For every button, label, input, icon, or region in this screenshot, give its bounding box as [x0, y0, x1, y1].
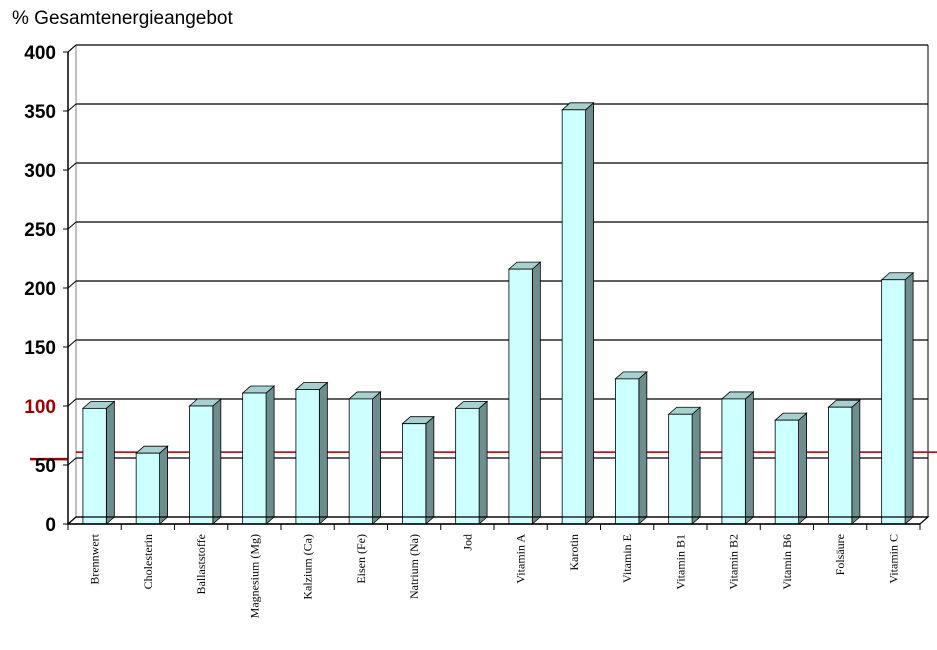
- bar: [241, 385, 276, 525]
- bar-front: [348, 398, 373, 525]
- axes-layer: [63, 44, 930, 530]
- bar-side: [425, 415, 435, 525]
- y-tick-label: 150: [24, 338, 56, 359]
- bar-side: [265, 385, 275, 525]
- bar: [880, 271, 915, 525]
- bar: [188, 398, 222, 525]
- bar-side: [478, 400, 488, 525]
- bar: [614, 370, 648, 525]
- bar: [81, 400, 116, 525]
- bar-side: [798, 412, 807, 525]
- gridline-depth: [67, 162, 77, 171]
- gridline-depth: [67, 398, 77, 407]
- bar-side: [159, 445, 168, 525]
- y-tick-label: 200: [24, 279, 56, 300]
- bar: [720, 391, 755, 525]
- bar-side: [585, 101, 594, 525]
- bar-side: [105, 400, 115, 525]
- x-tick-label: Eisen (Fe): [354, 534, 368, 584]
- bar-front: [721, 398, 746, 525]
- bar-front: [668, 413, 693, 525]
- bar-front: [295, 389, 320, 525]
- x-tick-label: Vitamin B1: [673, 534, 687, 590]
- x-tick-label: Folsäure: [833, 534, 847, 575]
- x-tick-label: Karotin: [567, 534, 581, 571]
- bar-front: [828, 406, 853, 525]
- bar: [827, 399, 861, 525]
- gridline-depth: [67, 221, 77, 230]
- x-tick-label: Jod: [460, 534, 474, 551]
- bar-side: [318, 381, 328, 525]
- x-tick-label: Natrium (Na): [407, 534, 421, 599]
- x-tick-label: Vitamin B6: [780, 534, 794, 590]
- bar-front: [615, 378, 640, 525]
- bar: [774, 412, 808, 525]
- bar-side: [638, 370, 648, 525]
- bar: [561, 101, 595, 525]
- gridline-depth: [67, 103, 77, 112]
- x-tick-label: Kalzium (Ca): [301, 534, 315, 600]
- bar-front: [881, 279, 906, 525]
- bar: [401, 415, 435, 525]
- y-tick-label: 350: [24, 102, 56, 123]
- chart-title: % Gesamtenergieangebot: [12, 8, 233, 29]
- x-tick-label: Ballaststoffe: [194, 534, 208, 594]
- x-tick-labels: Brennwert Cholesterin Ballaststoffe Magnesi…: [88, 533, 901, 618]
- bar-front: [135, 452, 160, 525]
- x-tick-label: Vitamin E: [620, 534, 634, 583]
- gridline-depth: [67, 457, 77, 466]
- y-tick-label: 400: [24, 43, 56, 64]
- bars-layer: [81, 101, 915, 525]
- bar: [667, 406, 702, 525]
- bar-side: [744, 391, 754, 525]
- bar-front: [242, 392, 267, 525]
- bar-front: [402, 423, 427, 525]
- y-axis-top: [67, 44, 77, 53]
- bar-front: [774, 419, 799, 525]
- y-tick-labels: 0 50 100 150 200 250 300 350 400: [24, 43, 56, 536]
- x-tick-label: Vitamin B2: [727, 534, 741, 590]
- bar: [294, 381, 329, 525]
- x-tick-label: Brennwert: [88, 533, 102, 584]
- gridline-depth: [67, 280, 77, 289]
- bar-side: [691, 406, 701, 525]
- y-tick-label: 0: [45, 515, 56, 536]
- y-tick-label: 50: [35, 456, 56, 477]
- gridline-depth: [67, 339, 77, 348]
- bar: [135, 445, 169, 525]
- bar-side: [904, 271, 914, 525]
- bar-side: [851, 399, 861, 525]
- y-tick-label: 250: [24, 220, 56, 241]
- x-tick-label: Cholesterin: [141, 534, 155, 589]
- bar-side: [212, 398, 222, 525]
- x-tick-label: Magnesium (Mg): [247, 534, 261, 618]
- bar: [507, 261, 542, 525]
- bar-side: [372, 391, 381, 525]
- bar-side: [531, 261, 541, 525]
- bar-front: [508, 268, 533, 525]
- bar-front: [561, 109, 586, 525]
- y-tick-label: 300: [24, 161, 56, 182]
- x-tick-label: Vitamin C: [886, 534, 900, 584]
- bar-front: [189, 405, 214, 525]
- bar-front: [82, 407, 107, 525]
- bar: [348, 391, 382, 525]
- x-tick-label: Vitamin A: [514, 534, 528, 584]
- bar-front: [455, 407, 480, 525]
- y-tick-label: 100: [24, 397, 56, 418]
- bar: [454, 400, 489, 525]
